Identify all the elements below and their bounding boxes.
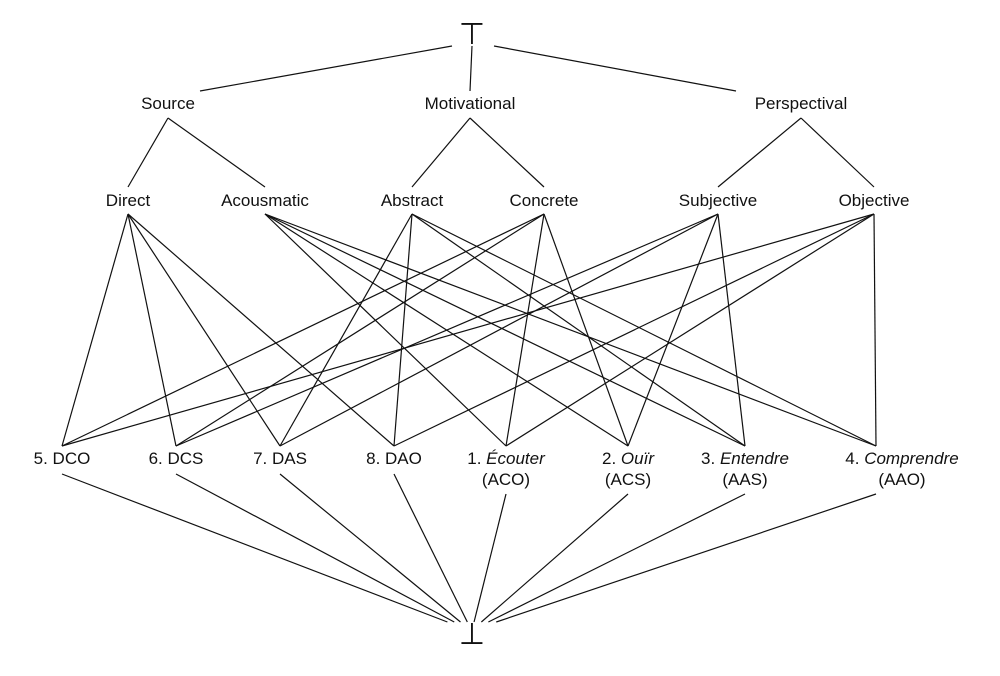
edge-subjective-dcs [175, 213, 719, 447]
node-direct: Direct [106, 191, 151, 210]
edge-aao-bottom [496, 493, 877, 623]
node-acousmatic: Acousmatic [221, 191, 309, 210]
edge-top-perspectival [493, 45, 737, 92]
edges [61, 45, 877, 623]
edge-perspectival-subjective [717, 117, 802, 188]
edge-subjective-acs [627, 213, 719, 447]
edge-concrete-aco [505, 213, 545, 447]
edge-subjective-aas [717, 213, 746, 447]
edge-aco-bottom [473, 493, 507, 623]
svg-text:1. Écouter: 1. Écouter [467, 449, 546, 468]
edge-motivational-abstract [411, 117, 471, 188]
edge-objective-aco [505, 213, 875, 447]
node-concrete: Concrete [510, 191, 579, 210]
edge-direct-das [127, 213, 281, 447]
edge-acousmatic-aao [264, 213, 877, 447]
node-name: Ouïr [621, 449, 655, 468]
bottom-node: ⊥ [459, 618, 485, 651]
node-aas: 3. Entendre (AAS) [701, 449, 789, 489]
edge-source-acousmatic [167, 117, 266, 188]
edge-objective-dao [393, 213, 875, 447]
node-code: (ACS) [605, 470, 651, 489]
svg-text:2. Ouïr: 2. Ouïr [602, 449, 655, 468]
edge-concrete-acs [543, 213, 629, 447]
top-node: ⊤ [459, 18, 485, 51]
edge-direct-dcs [127, 213, 177, 447]
edge-das-bottom [279, 473, 461, 623]
edge-aas-bottom [488, 493, 746, 623]
node-source: Source [141, 94, 195, 113]
node-aao: 4. Comprendre (AAO) [845, 449, 958, 489]
edge-top-motivational [469, 45, 473, 92]
node-name: Écouter [486, 449, 546, 468]
edge-acousmatic-aas [264, 213, 746, 447]
edge-concrete-dco [61, 213, 545, 447]
edge-objective-dco [61, 213, 875, 447]
node-abstract: Abstract [381, 191, 444, 210]
edge-perspectival-objective [800, 117, 875, 188]
node-number: 4. [845, 449, 859, 468]
edge-concrete-dcs [175, 213, 545, 447]
edge-dcs-bottom [175, 473, 455, 623]
edge-subjective-das [279, 213, 719, 447]
node-number: 3. [701, 449, 715, 468]
node-code: (AAS) [722, 470, 767, 489]
edge-dco-bottom [61, 473, 448, 623]
edge-abstract-aas [411, 213, 746, 447]
node-motivational: Motivational [425, 94, 516, 113]
edge-motivational-concrete [469, 117, 545, 188]
node-number: 1. [467, 449, 481, 468]
node-aco: 1. Écouter (ACO) [467, 449, 546, 489]
node-name: Entendre [720, 449, 789, 468]
node-subjective: Subjective [679, 191, 757, 210]
node-acs: 2. Ouïr (ACS) [602, 449, 655, 489]
node-das: 7. DAS [253, 449, 307, 468]
edge-objective-aao [873, 213, 877, 447]
edge-source-direct [127, 117, 169, 188]
edge-abstract-dao [393, 213, 413, 447]
node-number: 2. [602, 449, 616, 468]
edge-direct-dao [127, 213, 395, 447]
svg-text:3. Entendre: 3. Entendre [701, 449, 789, 468]
node-perspectival: Perspectival [755, 94, 848, 113]
node-dao: 8. DAO [366, 449, 422, 468]
node-name: Comprendre [864, 449, 959, 468]
edge-dao-bottom [393, 473, 468, 623]
edge-top-source [199, 45, 453, 92]
node-code: (AAO) [878, 470, 925, 489]
edge-acousmatic-aco [264, 213, 507, 447]
edge-abstract-aao [411, 213, 877, 447]
edge-direct-dco [61, 213, 129, 447]
node-dco: 5. DCO [34, 449, 91, 468]
edge-acs-bottom [480, 493, 629, 623]
edge-abstract-das [279, 213, 413, 447]
svg-text:4. Comprendre: 4. Comprendre [845, 449, 958, 468]
node-dcs: 6. DCS [149, 449, 204, 468]
node-objective: Objective [839, 191, 910, 210]
node-code: (ACO) [482, 470, 530, 489]
